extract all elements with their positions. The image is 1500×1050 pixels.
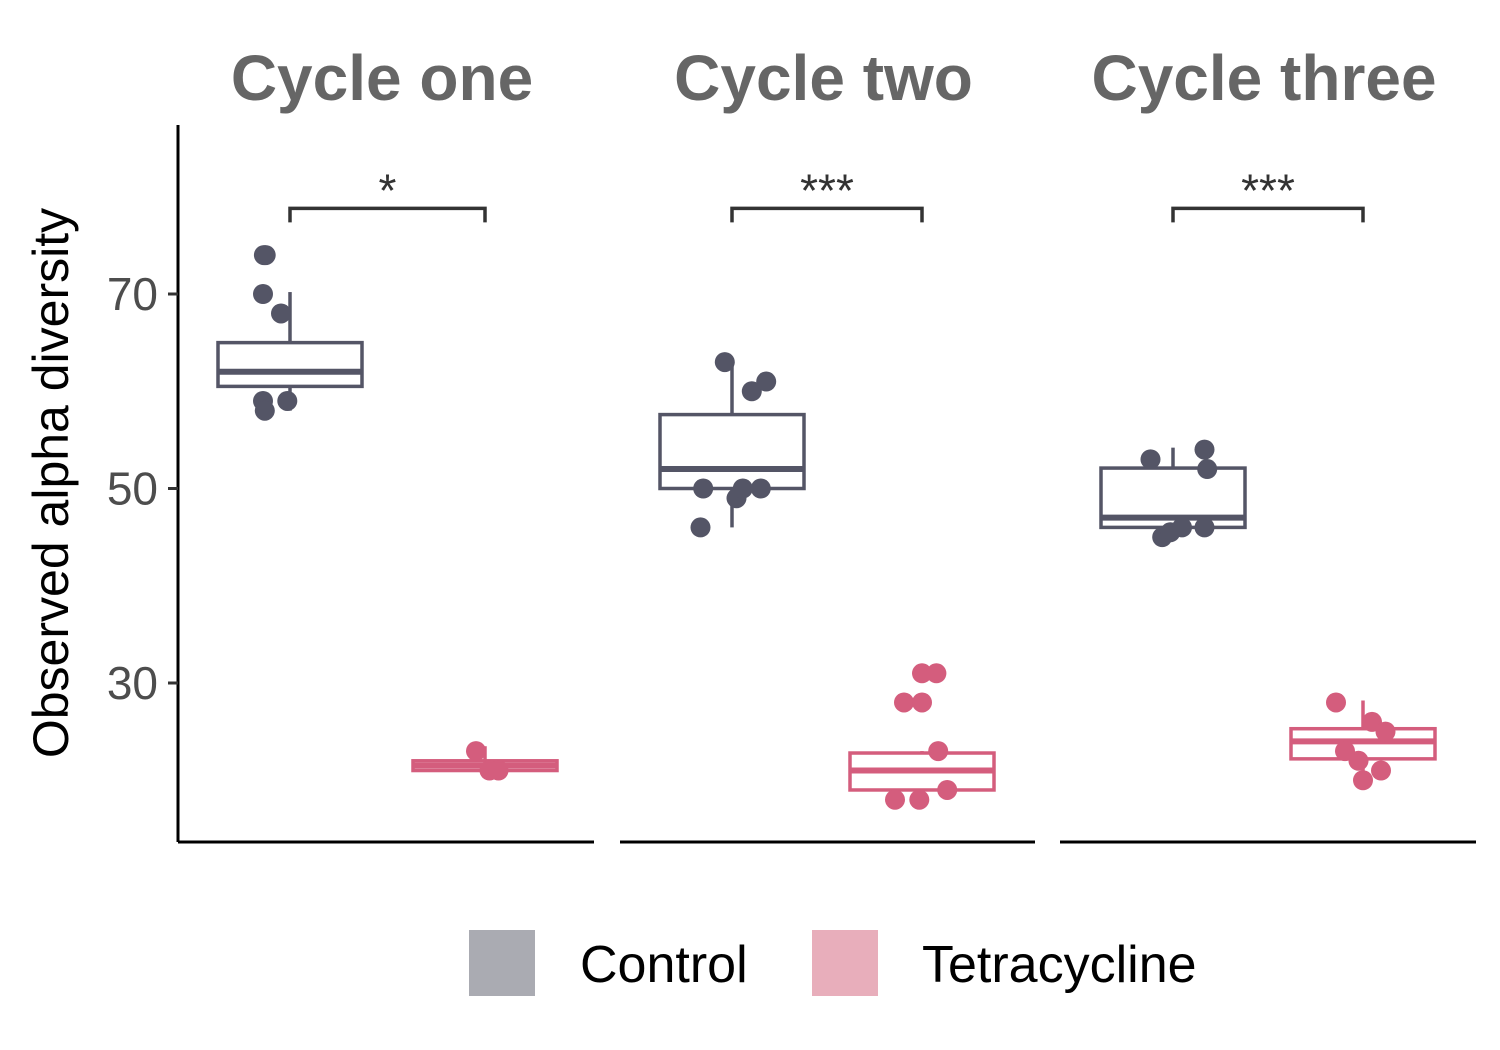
box-iqr (658, 412, 806, 491)
data-point (928, 741, 949, 762)
data-point (732, 478, 753, 499)
legend-label: Control (580, 936, 748, 994)
data-point (1326, 692, 1346, 713)
legend-item-control: Control (469, 930, 748, 996)
box-control (1099, 439, 1247, 548)
legend-key (812, 930, 878, 996)
legend-item-tetracycline: Tetracycline (812, 930, 1197, 996)
data-point (254, 400, 275, 421)
data-point (1194, 517, 1215, 538)
facet-panel-3: Cycle three *** (1060, 42, 1476, 844)
y-axis-title: Observed alpha diversity (23, 208, 79, 758)
data-point (1197, 459, 1218, 480)
y-tick-label: 50 (107, 463, 158, 515)
significance-bracket (730, 206, 924, 223)
data-point (741, 381, 762, 402)
box-iqr (216, 340, 364, 389)
data-point (1194, 439, 1215, 460)
data-point (912, 692, 932, 713)
data-point (271, 303, 291, 324)
box-tetracycline (848, 663, 996, 810)
data-point (937, 779, 958, 800)
data-point (926, 663, 947, 684)
data-point (750, 478, 771, 499)
significance-bracket (1171, 206, 1365, 223)
significance-label: *** (1241, 164, 1295, 216)
y-tick-label: 70 (107, 268, 158, 320)
significance-label: *** (800, 164, 854, 216)
data-point (253, 284, 273, 304)
data-point (714, 352, 735, 373)
data-point (885, 789, 905, 810)
data-point (488, 760, 509, 781)
data-point (1371, 760, 1391, 781)
facet-panel-2: Cycle two *** (620, 42, 1035, 844)
data-point (1172, 517, 1192, 538)
legend-key (469, 930, 535, 996)
data-point (1353, 770, 1373, 791)
facet-title: Cycle one (231, 42, 533, 114)
data-point (277, 390, 298, 411)
data-point (690, 517, 711, 538)
facet-title: Cycle three (1091, 42, 1436, 114)
box-tetracycline (1289, 692, 1437, 791)
legend-label: Tetracycline (922, 936, 1197, 994)
data-point (1140, 449, 1161, 470)
data-point (693, 478, 714, 499)
data-point (255, 245, 276, 266)
facet-panel-1: Cycle one * (178, 42, 594, 844)
significance-bracket (288, 206, 487, 223)
box-control (658, 352, 806, 538)
data-point (909, 789, 930, 810)
data-point (894, 692, 914, 713)
data-point (1335, 741, 1355, 762)
box-control (216, 245, 364, 421)
data-point (1375, 721, 1396, 742)
facet-title: Cycle two (674, 42, 973, 114)
y-tick-label: 30 (107, 657, 158, 709)
box-tetracycline (411, 741, 559, 781)
data-point (756, 371, 777, 392)
significance-label: * (379, 164, 397, 216)
data-point (466, 741, 486, 762)
data-point (912, 663, 932, 684)
